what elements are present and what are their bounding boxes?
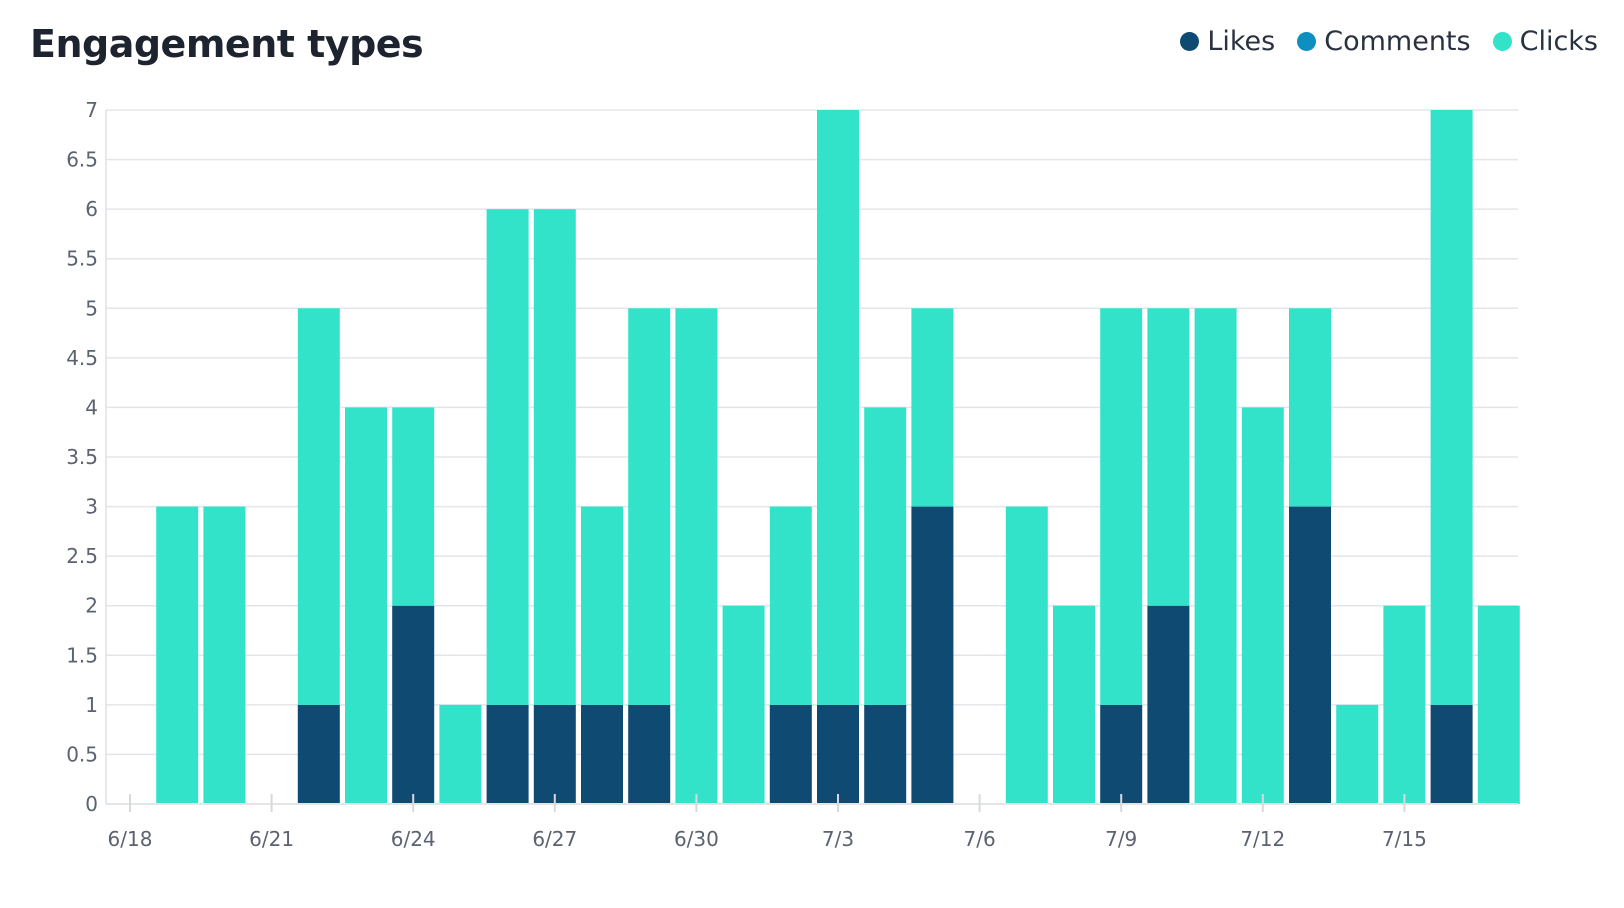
bar-likes <box>581 704 623 804</box>
x-tick-label: 6/30 <box>674 827 719 851</box>
bar-clicks <box>533 209 576 705</box>
bar-clicks <box>1194 308 1237 804</box>
y-tick-label: 1.5 <box>66 643 98 667</box>
y-tick-label: 5 <box>85 296 98 320</box>
bar-clicks <box>1100 308 1143 705</box>
x-tick-label: 6/21 <box>249 827 294 851</box>
bar-clicks <box>1383 605 1426 804</box>
bar-clicks <box>1005 506 1048 804</box>
y-tick-label: 3.5 <box>66 445 98 469</box>
bar-clicks <box>817 110 859 705</box>
bar-likes <box>1147 605 1190 804</box>
y-tick-label: 2.5 <box>66 544 98 568</box>
bar-likes <box>911 506 954 804</box>
y-tick-label: 2 <box>85 594 98 618</box>
x-tick-label: 6/27 <box>532 827 577 851</box>
legend-label-likes: Likes <box>1207 26 1276 57</box>
bar-clicks <box>864 407 907 705</box>
bar-clicks <box>1477 605 1520 804</box>
bar-likes <box>864 704 907 804</box>
y-tick-label: 0.5 <box>66 742 98 766</box>
bar-likes <box>297 704 340 804</box>
bar-clicks <box>1147 308 1190 606</box>
bar-clicks <box>156 506 199 804</box>
y-tick-label: 0 <box>85 792 98 816</box>
bar-clicks <box>297 308 340 705</box>
y-tick-label: 1 <box>85 693 98 717</box>
bar-likes <box>392 605 435 804</box>
bar-likes <box>1100 704 1143 804</box>
bar-likes <box>486 704 529 804</box>
bar-likes <box>1430 704 1473 804</box>
x-tick-label: 6/18 <box>108 827 153 851</box>
y-tick-label: 5.5 <box>66 247 98 271</box>
y-tick-label: 6.5 <box>66 148 98 172</box>
bar-clicks <box>1241 407 1284 804</box>
bar-clicks <box>911 308 954 507</box>
bar-clicks <box>486 209 529 705</box>
y-tick-label: 7 <box>85 98 98 122</box>
y-tick-label: 4 <box>85 395 98 419</box>
bar-clicks <box>345 407 387 804</box>
bar-clicks <box>722 605 765 804</box>
y-tick-label: 3 <box>85 495 98 519</box>
legend-label-clicks: Clicks <box>1519 26 1598 57</box>
chart-title: Engagement types <box>30 22 424 66</box>
y-tick-label: 4.5 <box>66 346 98 370</box>
legend-label-comments: Comments <box>1324 26 1471 57</box>
legend-item-likes[interactable]: Likes <box>1180 26 1275 57</box>
bar-likes <box>533 704 576 804</box>
bar-clicks <box>1289 308 1331 507</box>
bar-clicks <box>1053 605 1095 804</box>
legend-item-comments[interactable]: Comments <box>1297 26 1471 57</box>
bar-likes <box>817 704 859 804</box>
bar-clicks <box>769 506 812 705</box>
bar-likes <box>628 704 671 804</box>
bar-likes <box>769 704 812 804</box>
y-tick-label: 6 <box>85 197 98 221</box>
x-tick-label: 6/24 <box>391 827 436 851</box>
bar-clicks <box>439 704 482 804</box>
legend-swatch-clicks <box>1492 32 1512 51</box>
x-tick-label: 7/15 <box>1382 827 1427 851</box>
legend-swatch-comments <box>1297 32 1317 51</box>
x-tick-label: 7/12 <box>1240 827 1285 851</box>
bar-likes <box>1289 506 1331 804</box>
legend-swatch-likes <box>1180 32 1200 51</box>
x-tick-label: 7/9 <box>1105 827 1137 851</box>
bar-clicks <box>675 308 718 804</box>
bar-clicks <box>392 407 435 606</box>
bar-clicks <box>581 506 623 705</box>
bar-clicks <box>628 308 671 705</box>
bar-clicks <box>203 506 246 804</box>
x-tick-label: 7/3 <box>822 827 854 851</box>
bar-clicks <box>1430 110 1473 705</box>
x-tick-label: 7/6 <box>964 827 996 851</box>
bar-clicks <box>1336 704 1379 804</box>
legend: Likes Comments Clicks <box>1180 26 1598 57</box>
legend-item-clicks[interactable]: Clicks <box>1492 26 1598 57</box>
